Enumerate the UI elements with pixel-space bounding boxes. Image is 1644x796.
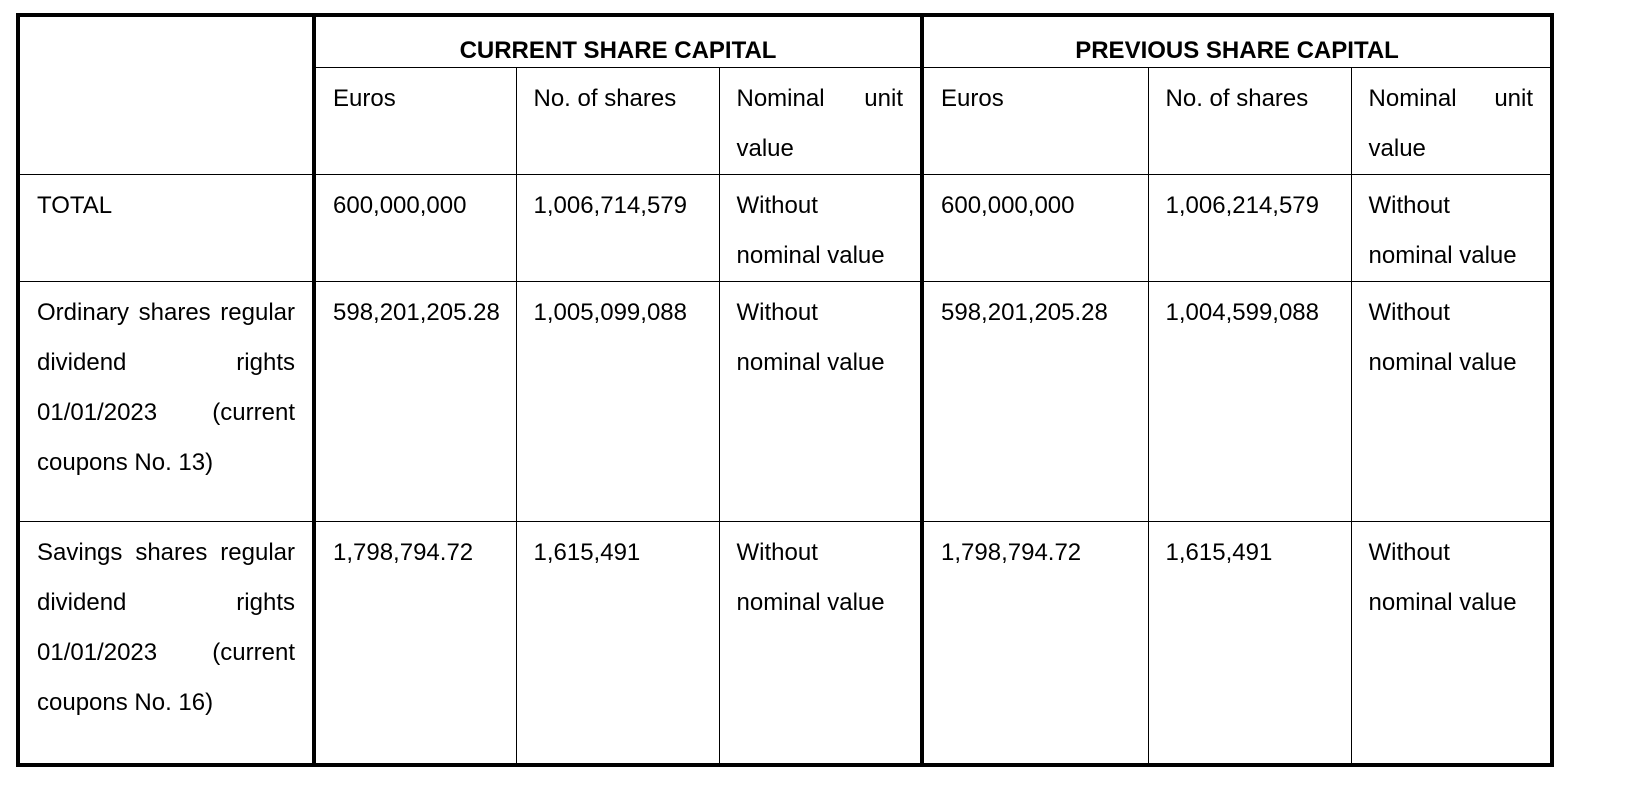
corner-cell xyxy=(16,13,316,175)
table-row: TOTAL 600,000,000 1,006,714,579 Without … xyxy=(16,173,1555,282)
previous-euros-cell: 1,798,794.72 xyxy=(921,520,1149,767)
previous-shares-header: No. of shares xyxy=(1147,66,1352,175)
previous-nominal-cell: Without nominal value xyxy=(1350,280,1555,522)
previous-shares-cell: 1,615,491 xyxy=(1147,520,1352,767)
current-euros-cell: 600,000,000 xyxy=(313,173,517,282)
table-row: Ordinary shares regular dividend rights … xyxy=(16,280,1555,522)
current-shares-cell: 1,005,099,088 xyxy=(515,280,720,522)
current-nominal-cell: Without nominal value xyxy=(718,520,925,767)
table-row: Savings shares regular dividend rights 0… xyxy=(16,520,1555,767)
previous-shares-cell: 1,004,599,088 xyxy=(1147,280,1352,522)
current-euros-cell: 598,201,205.28 xyxy=(313,280,517,522)
current-euros-cell: 1,798,794.72 xyxy=(313,520,517,767)
group-header-row: CURRENT SHARE CAPITAL PREVIOUS SHARE CAP… xyxy=(16,13,1555,175)
current-shares-header: No. of shares xyxy=(515,66,720,175)
current-nominal-cell: Without nominal value xyxy=(718,280,925,522)
previous-nominal-header: Nominal unit value xyxy=(1350,66,1555,175)
previous-euros-cell: 598,201,205.28 xyxy=(921,280,1149,522)
previous-nominal-cell: Without nominal value xyxy=(1350,173,1555,282)
previous-shares-cell: 1,006,214,579 xyxy=(1147,173,1352,282)
sub-header-row: Euros No. of shares Nominal unit value E… xyxy=(18,66,1555,175)
row-label: TOTAL xyxy=(16,173,316,282)
previous-share-capital-header: PREVIOUS SHARE CAPITAL xyxy=(921,13,1555,68)
current-euros-header: Euros xyxy=(313,66,517,175)
current-nominal-header: Nominal unit value xyxy=(718,66,925,175)
row-label: Savings shares regular dividend rights 0… xyxy=(16,520,316,767)
previous-nominal-cell: Without nominal value xyxy=(1350,520,1555,767)
previous-euros-cell: 600,000,000 xyxy=(921,173,1149,282)
current-share-capital-header: CURRENT SHARE CAPITAL xyxy=(313,13,925,68)
share-capital-table: CURRENT SHARE CAPITAL PREVIOUS SHARE CAP… xyxy=(16,13,1555,767)
previous-euros-header: Euros xyxy=(921,66,1149,175)
current-shares-cell: 1,006,714,579 xyxy=(515,173,720,282)
current-shares-cell: 1,615,491 xyxy=(515,520,720,767)
row-label: Ordinary shares regular dividend rights … xyxy=(16,280,316,522)
current-nominal-cell: Without nominal value xyxy=(718,173,925,282)
